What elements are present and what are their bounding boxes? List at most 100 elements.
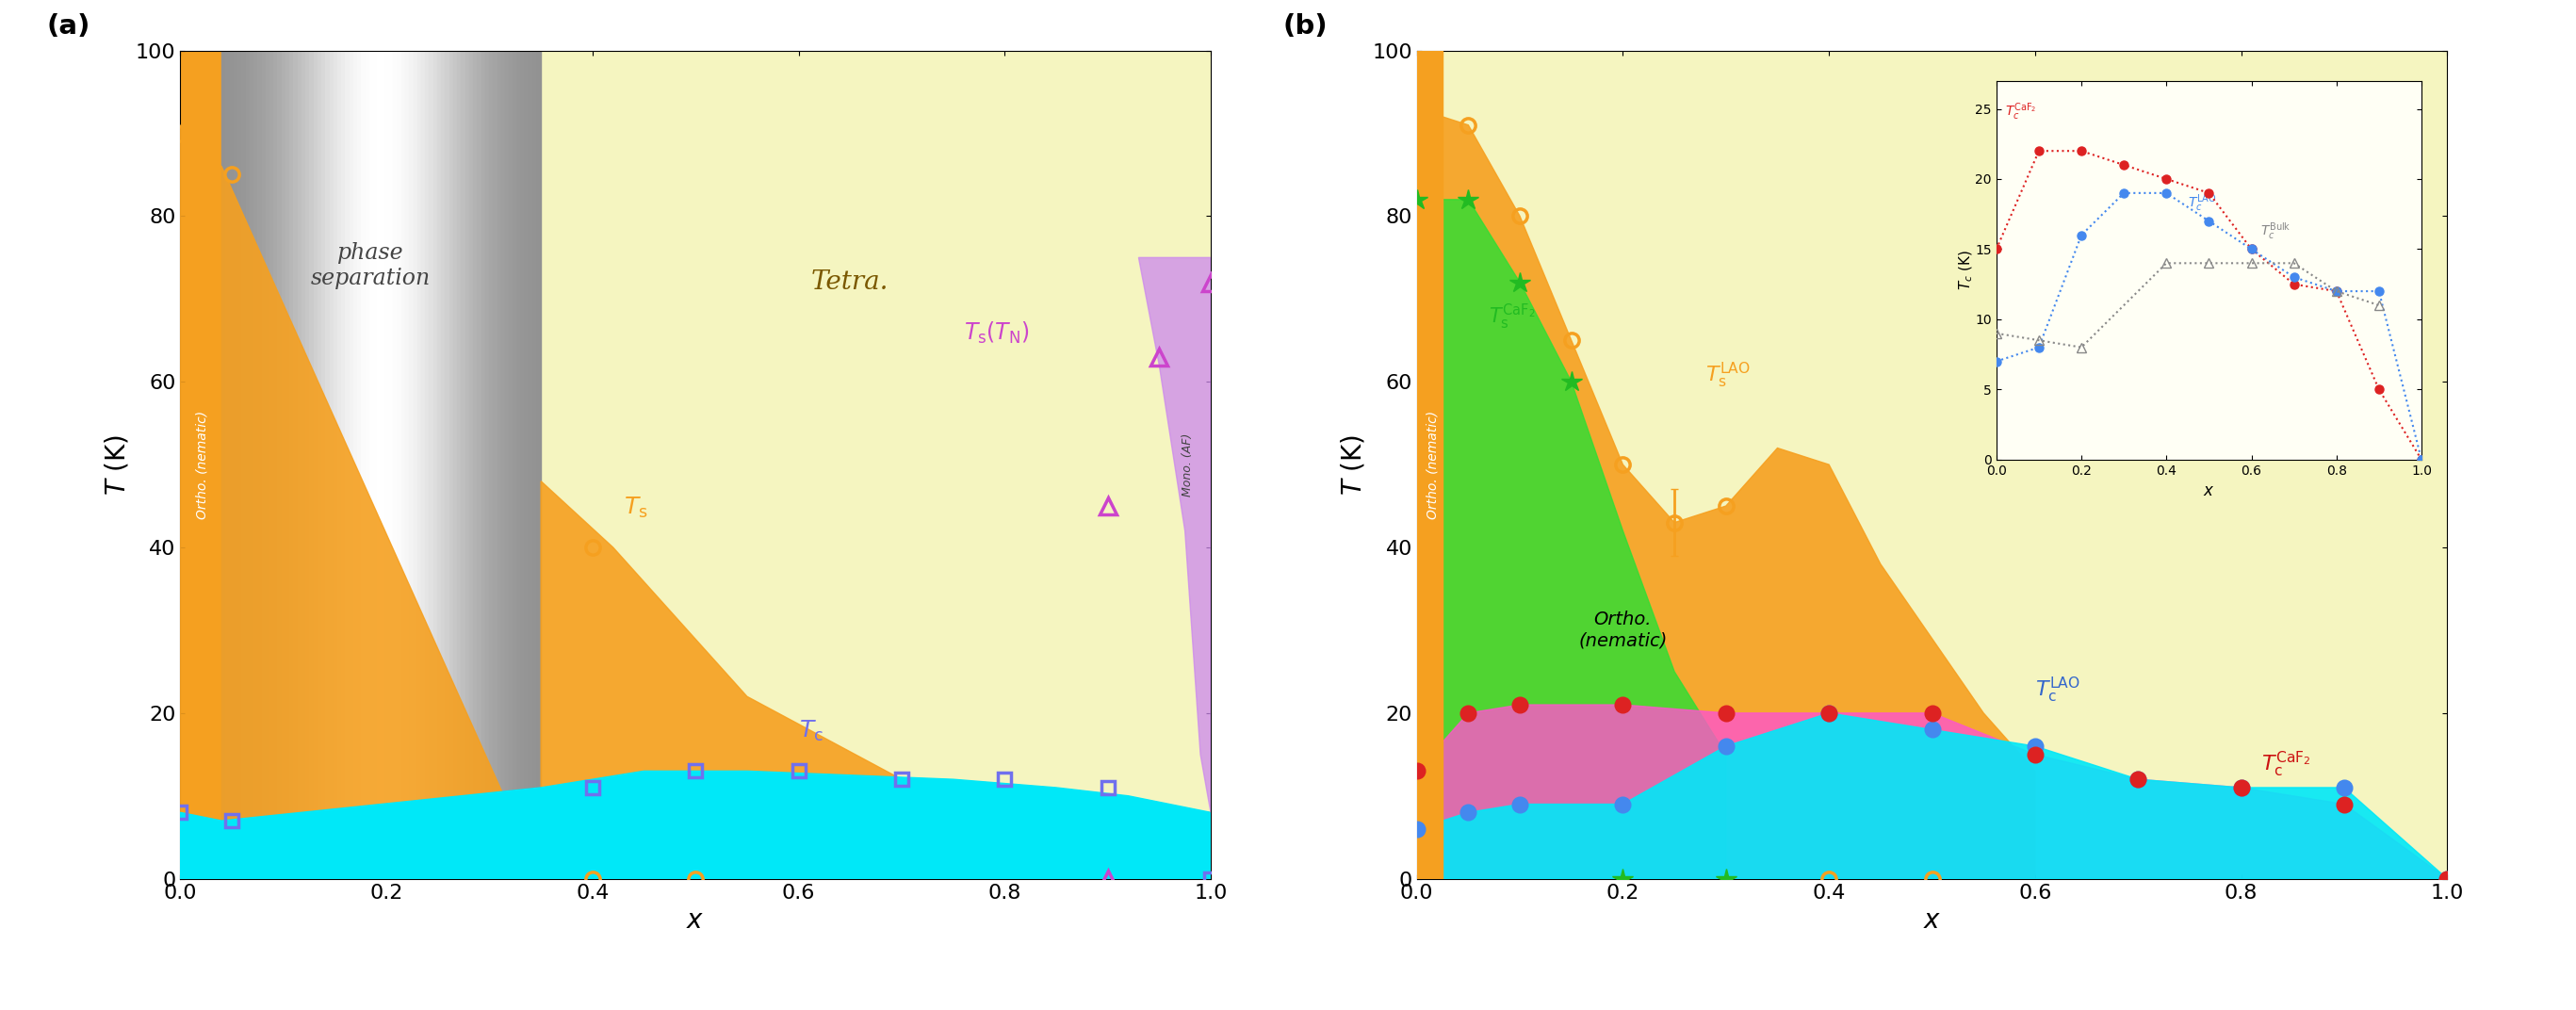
Polygon shape: [404, 50, 410, 879]
Polygon shape: [505, 50, 510, 879]
Text: $T_c^\mathrm{Bulk}$: $T_c^\mathrm{Bulk}$: [2259, 220, 2290, 241]
Polygon shape: [430, 50, 433, 879]
Polygon shape: [484, 50, 489, 879]
Polygon shape: [453, 50, 456, 879]
Polygon shape: [368, 50, 374, 879]
Polygon shape: [1417, 50, 1443, 879]
Polygon shape: [350, 50, 353, 879]
Text: (b): (b): [1283, 13, 1327, 39]
Polygon shape: [252, 50, 258, 879]
Polygon shape: [433, 50, 438, 879]
Polygon shape: [1417, 713, 2447, 879]
Polygon shape: [309, 50, 314, 879]
Text: (a): (a): [46, 13, 90, 39]
Polygon shape: [394, 50, 397, 879]
Text: $\mathit{T}_\mathrm{s}^\mathrm{CaF_2}$: $\mathit{T}_\mathrm{s}^\mathrm{CaF_2}$: [1489, 303, 1535, 332]
Polygon shape: [412, 50, 417, 879]
Polygon shape: [410, 50, 412, 879]
Polygon shape: [520, 50, 526, 879]
Polygon shape: [330, 50, 332, 879]
Text: Tetra.: Tetra.: [811, 270, 889, 295]
Text: $T_c^\mathrm{CaF_2}$: $T_c^\mathrm{CaF_2}$: [2004, 101, 2038, 122]
X-axis label: $x$: $x$: [1922, 907, 1942, 933]
Polygon shape: [425, 50, 430, 879]
Polygon shape: [286, 50, 289, 879]
Polygon shape: [541, 481, 1211, 879]
Polygon shape: [345, 50, 350, 879]
Text: phase
separation: phase separation: [312, 242, 430, 289]
Polygon shape: [289, 50, 294, 879]
X-axis label: $x$: $x$: [2202, 483, 2215, 500]
Polygon shape: [281, 50, 286, 879]
Polygon shape: [402, 50, 404, 879]
Polygon shape: [265, 50, 270, 879]
Polygon shape: [438, 50, 440, 879]
Polygon shape: [417, 50, 422, 879]
Polygon shape: [332, 50, 337, 879]
Polygon shape: [229, 50, 234, 879]
Polygon shape: [237, 50, 242, 879]
Polygon shape: [322, 50, 325, 879]
Polygon shape: [296, 50, 301, 879]
Polygon shape: [227, 50, 229, 879]
Polygon shape: [497, 50, 500, 879]
Polygon shape: [340, 50, 345, 879]
Text: $\mathit{T}_\mathrm{c}$: $\mathit{T}_\mathrm{c}$: [799, 719, 822, 743]
Polygon shape: [314, 50, 317, 879]
Polygon shape: [353, 50, 358, 879]
Polygon shape: [1139, 258, 1211, 812]
Polygon shape: [489, 50, 492, 879]
Polygon shape: [397, 50, 402, 879]
Text: $\mathit{T}_\mathrm{s}(\mathit{T}_\mathrm{N})$: $\mathit{T}_\mathrm{s}(\mathit{T}_\mathr…: [963, 320, 1028, 346]
Text: $T_c^\mathrm{LAO}$: $T_c^\mathrm{LAO}$: [2187, 192, 2215, 214]
Polygon shape: [518, 50, 520, 879]
Text: Tetra.: Tetra.: [1996, 120, 2074, 146]
Polygon shape: [301, 50, 307, 879]
Text: $\mathit{T}_\mathrm{s}$: $\mathit{T}_\mathrm{s}$: [623, 496, 647, 520]
Y-axis label: $T$ (K): $T$ (K): [1340, 434, 1368, 495]
X-axis label: $x$: $x$: [685, 907, 706, 933]
Polygon shape: [422, 50, 425, 879]
Polygon shape: [374, 50, 376, 879]
Polygon shape: [180, 771, 1211, 879]
Polygon shape: [234, 50, 237, 879]
Polygon shape: [389, 50, 394, 879]
Polygon shape: [469, 50, 474, 879]
Text: Mono. (AF): Mono. (AF): [1182, 433, 1195, 496]
Y-axis label: $T$ (K): $T$ (K): [103, 434, 131, 495]
Polygon shape: [358, 50, 361, 879]
Polygon shape: [180, 125, 541, 879]
Polygon shape: [325, 50, 330, 879]
Polygon shape: [307, 50, 309, 879]
Polygon shape: [533, 50, 536, 879]
Text: Ortho. (nematic): Ortho. (nematic): [1425, 410, 1440, 519]
Polygon shape: [381, 50, 386, 879]
Polygon shape: [526, 50, 528, 879]
Polygon shape: [513, 50, 518, 879]
Polygon shape: [245, 50, 250, 879]
Polygon shape: [446, 50, 448, 879]
Y-axis label: $T_c$ (K): $T_c$ (K): [1958, 249, 1976, 291]
Text: Ortho.
(nematic): Ortho. (nematic): [1579, 611, 1667, 649]
Polygon shape: [456, 50, 461, 879]
Text: Ortho. (nematic): Ortho. (nematic): [196, 410, 209, 519]
Text: $\mathit{T}_\mathrm{s}^\mathrm{LAO}$: $\mathit{T}_\mathrm{s}^\mathrm{LAO}$: [1705, 361, 1749, 390]
Polygon shape: [317, 50, 322, 879]
Polygon shape: [273, 50, 278, 879]
Polygon shape: [361, 50, 366, 879]
Polygon shape: [294, 50, 296, 879]
Polygon shape: [461, 50, 466, 879]
Polygon shape: [337, 50, 340, 879]
Polygon shape: [258, 50, 263, 879]
Polygon shape: [1417, 705, 2447, 879]
Polygon shape: [180, 50, 222, 879]
Polygon shape: [500, 50, 505, 879]
Polygon shape: [492, 50, 497, 879]
Polygon shape: [474, 50, 477, 879]
Polygon shape: [242, 50, 245, 879]
Polygon shape: [482, 50, 484, 879]
Polygon shape: [278, 50, 281, 879]
Polygon shape: [250, 50, 252, 879]
Text: $\mathit{T}_\mathrm{c}^\mathrm{LAO}$: $\mathit{T}_\mathrm{c}^\mathrm{LAO}$: [2035, 676, 2079, 705]
Text: $\mathit{T}_\mathrm{c}^\mathrm{CaF_2}$: $\mathit{T}_\mathrm{c}^\mathrm{CaF_2}$: [2262, 750, 2311, 780]
